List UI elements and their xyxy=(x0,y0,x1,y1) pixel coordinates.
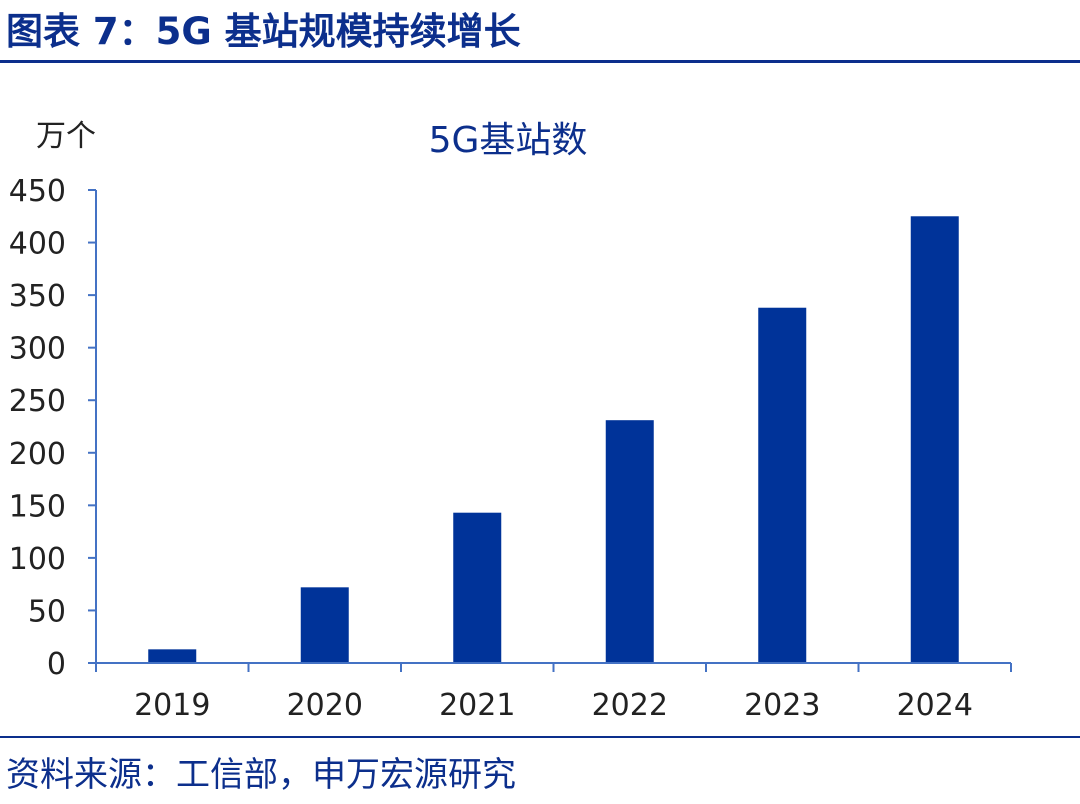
bar-2024 xyxy=(910,216,959,663)
footer-divider xyxy=(0,736,1080,738)
y-tick-label: 100 xyxy=(9,542,66,577)
axes xyxy=(88,189,1012,672)
bar-2021 xyxy=(453,512,502,663)
bar-2019 xyxy=(148,649,197,663)
x-tick-label: 2024 xyxy=(897,688,973,723)
bar-series xyxy=(148,216,959,663)
title-divider xyxy=(0,60,1080,63)
y-tick-label: 300 xyxy=(9,332,66,367)
x-tick-label: 2020 xyxy=(287,688,363,723)
bar-2023 xyxy=(758,307,807,663)
x-tick-label: 2023 xyxy=(744,688,820,723)
y-tick-labels: 0 50 100 150 200 250 300 350 400 450 xyxy=(9,174,66,682)
chart-title: 5G基站数 xyxy=(429,120,588,161)
y-tick-label: 350 xyxy=(9,279,66,314)
y-tick-label: 400 xyxy=(9,227,66,262)
bar-2022 xyxy=(605,420,654,663)
x-tick-label: 2019 xyxy=(134,688,210,723)
x-tick-label: 2022 xyxy=(592,688,668,723)
bar-chart: 5G基站数 万个 0 50 100 150 200 250 300 350 400 450 201… xyxy=(9,119,1012,723)
figure-title: 图表 7：5G 基站规模持续增长 xyxy=(6,10,521,53)
y-tick-label: 250 xyxy=(9,384,66,419)
x-tick-labels: 2019 2020 2021 2022 2023 2024 xyxy=(134,688,973,723)
source-note: 资料来源：工信部，申万宏源研究 xyxy=(6,755,516,795)
x-tick-label: 2021 xyxy=(439,688,515,723)
y-tick-label: 450 xyxy=(9,174,66,209)
y-tick-label: 0 xyxy=(47,647,66,682)
bar-2020 xyxy=(300,587,349,663)
y-axis-unit-label: 万个 xyxy=(36,119,96,154)
y-tick-label: 200 xyxy=(9,437,66,472)
y-tick-label: 150 xyxy=(9,489,66,524)
y-tick-label: 50 xyxy=(28,594,66,629)
